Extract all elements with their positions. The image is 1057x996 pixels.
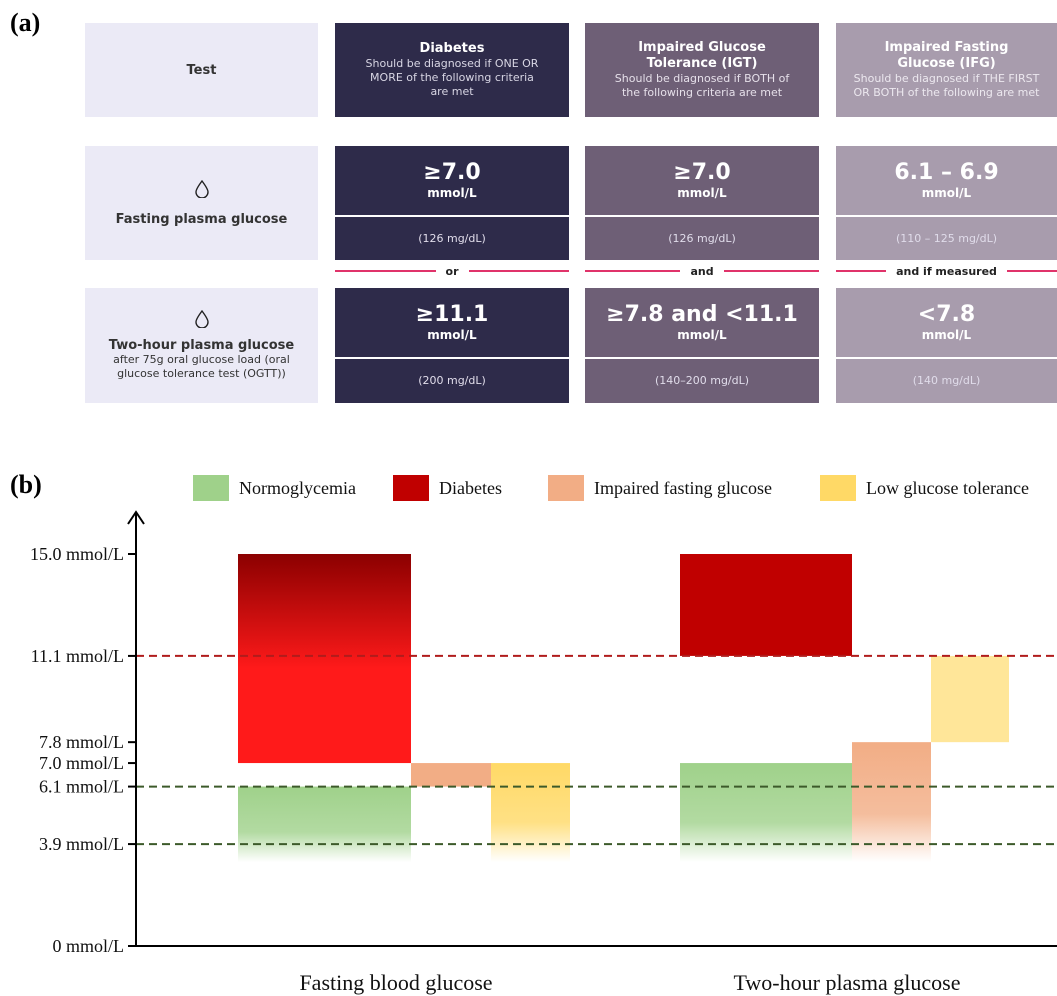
- ifg-header-cell: Impaired Fasting Glucose (IFG) Should be…: [836, 23, 1057, 117]
- legend-item-normoglycemia: Normoglycemia: [193, 475, 356, 501]
- y-tick-label: 7.0 mmol/L: [39, 753, 124, 773]
- igt-header-subtitle: Should be diagnosed if BOTH of the follo…: [614, 72, 790, 99]
- y-tick-label: 11.1 mmol/L: [31, 646, 124, 666]
- twohour-igt-mg: (140–200 mg/dL): [654, 374, 750, 387]
- fasting-ifg-value: 6.1 – 6.9: [894, 160, 999, 185]
- twohour-diabetes-mg: (200 mg/dL): [418, 374, 486, 387]
- twohour-ifg-divider: [836, 357, 1057, 359]
- twohour-ifg-cell: <7.8 mmol/L (140 mg/dL): [836, 288, 1057, 403]
- fasting-ifg-divider: [836, 215, 1057, 217]
- fasting-ifg-mg: (110 – 125 mg/dL): [895, 231, 998, 245]
- connector-and-label: and: [690, 264, 714, 278]
- fasting-test-name: Fasting plasma glucose: [115, 211, 288, 227]
- drop-icon: [194, 179, 209, 198]
- legend-item-impaired-fasting-glucose: Impaired fasting glucose: [548, 475, 772, 501]
- fasting-diabetes-divider: [335, 215, 569, 217]
- twohour-test-cell: Two-hour plasma glucose after 75g oral g…: [85, 288, 318, 403]
- legend-item-low-glucose-tolerance: Low glucose tolerance: [820, 475, 1029, 501]
- legend-swatch: [193, 475, 229, 501]
- fasting-diabetes-cell: ≥7.0 mmol/L (126 mg/dL): [335, 146, 569, 260]
- connector-and: and: [585, 263, 820, 279]
- fasting-test-cell: Fasting plasma glucose: [85, 146, 318, 260]
- drop-icon: [194, 310, 209, 328]
- twohour-normoglycemia-bar: [680, 763, 852, 863]
- y-axis-arrow-icon: [127, 510, 145, 525]
- twohour-igt-divider: [585, 357, 819, 359]
- fasting-diabetes-bar: [238, 554, 411, 764]
- connector-and-if-measured: and if measured: [836, 263, 1057, 279]
- y-tick-label: 15.0 mmol/L: [30, 544, 124, 564]
- x-category-label: Fasting blood glucose: [299, 970, 492, 995]
- legend-label: Low glucose tolerance: [866, 477, 1029, 498]
- fasting-igt-mg: (126 mg/dL): [668, 231, 736, 245]
- legend-item-diabetes: Diabetes: [393, 475, 502, 501]
- ifg-header-title: Impaired Fasting Glucose (IFG): [884, 40, 1009, 71]
- ifg-header-subtitle: Should be diagnosed if THE FIRST OR BOTH…: [853, 72, 1040, 99]
- fasting-ifg-unit: mmol/L: [921, 186, 972, 200]
- igt-header-cell: Impaired Glucose Tolerance (IGT) Should …: [585, 23, 819, 117]
- x-category-label: Two-hour plasma glucose: [734, 970, 961, 995]
- diabetes-header-subtitle: Should be diagnosed if ONE OR MORE of th…: [365, 57, 539, 98]
- twohour-test-name: Two-hour plasma glucose: [108, 338, 295, 353]
- twohour-diabetes-divider: [335, 357, 569, 359]
- legend-label: Normoglycemia: [239, 477, 356, 498]
- panel-a-label: (a): [10, 8, 41, 37]
- twohour-ifg-mg: (140 mg/dL): [912, 374, 981, 387]
- legend-swatch: [820, 475, 856, 501]
- fasting-diabetes-mg: (126 mg/dL): [418, 231, 486, 245]
- connector-and-if-measured-label: and if measured: [896, 264, 997, 278]
- fasting-igt-unit: mmol/L: [677, 186, 727, 200]
- twohour-igt-cell: ≥7.8 and <11.1 mmol/L (140–200 mg/dL): [585, 288, 819, 403]
- fasting-low-glucose-tolerance-bar: [491, 763, 570, 863]
- igt-header-title: Impaired Glucose Tolerance (IGT): [638, 40, 766, 71]
- twohour-diabetes-value: ≥11.1: [415, 302, 489, 327]
- twohour-ifg-unit: mmol/L: [921, 328, 972, 342]
- twohour-diabetes-bar: [680, 554, 852, 656]
- fasting-diabetes-value: ≥7.0: [423, 160, 481, 185]
- twohour-igt-value: ≥7.8 and <11.1: [606, 302, 798, 327]
- y-tick-label: 6.1 mmol/L: [39, 777, 124, 797]
- legend-label: Diabetes: [439, 477, 502, 498]
- fasting-impaired-fasting-glucose-bar: [411, 763, 491, 787]
- twohour-impaired-fasting-glucose-bar: [852, 742, 931, 863]
- fasting-diabetes-unit: mmol/L: [427, 186, 477, 200]
- fasting-ifg-cell: 6.1 – 6.9 mmol/L (110 – 125 mg/dL): [836, 146, 1057, 260]
- fasting-igt-divider: [585, 215, 819, 217]
- fasting-igt-value: ≥7.0: [673, 160, 731, 185]
- legend-swatch: [393, 475, 429, 501]
- panel-b-label: (b): [10, 470, 42, 499]
- y-tick-label: 0 mmol/L: [53, 936, 125, 956]
- y-tick-label: 7.8 mmol/L: [39, 732, 124, 752]
- test-header-cell: Test: [85, 23, 318, 117]
- fasting-igt-cell: ≥7.0 mmol/L (126 mg/dL): [585, 146, 819, 260]
- connector-or: or: [335, 263, 570, 279]
- twohour-diabetes-unit: mmol/L: [427, 328, 477, 342]
- twohour-ifg-value: <7.8: [917, 302, 976, 327]
- diabetes-header-cell: Diabetes Should be diagnosed if ONE OR M…: [335, 23, 569, 117]
- twohour-low-glucose-tolerance-bar: [931, 655, 1009, 743]
- twohour-igt-unit: mmol/L: [677, 328, 727, 342]
- legend-label: Impaired fasting glucose: [594, 477, 772, 498]
- test-header: Test: [186, 62, 217, 78]
- connector-or-label: or: [445, 264, 459, 278]
- twohour-test-detail: after 75g oral glucose load (oral glucos…: [113, 353, 290, 380]
- twohour-diabetes-cell: ≥11.1 mmol/L (200 mg/dL): [335, 288, 569, 403]
- diabetes-header-title: Diabetes: [419, 41, 485, 56]
- y-tick-label: 3.9 mmol/L: [39, 834, 124, 854]
- fasting-normoglycemia-bar: [238, 786, 411, 863]
- legend-swatch: [548, 475, 584, 501]
